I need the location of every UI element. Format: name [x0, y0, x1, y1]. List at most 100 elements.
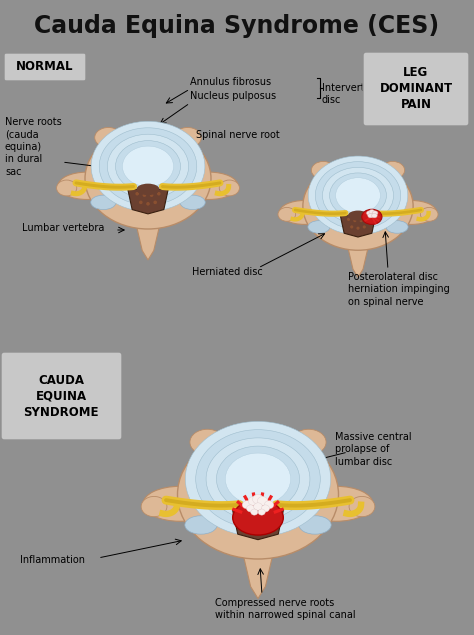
- Ellipse shape: [185, 422, 331, 537]
- Polygon shape: [128, 189, 168, 214]
- Ellipse shape: [279, 201, 329, 224]
- Ellipse shape: [137, 184, 160, 195]
- Text: Spinal nerve root: Spinal nerve root: [196, 130, 280, 140]
- Ellipse shape: [248, 497, 259, 505]
- Text: Inflammation: Inflammation: [20, 555, 85, 565]
- Ellipse shape: [257, 497, 268, 505]
- Circle shape: [360, 219, 363, 222]
- Ellipse shape: [174, 128, 201, 148]
- Ellipse shape: [337, 178, 379, 212]
- Ellipse shape: [91, 195, 116, 210]
- Ellipse shape: [362, 210, 382, 224]
- Text: Annulus fibrosus: Annulus fibrosus: [190, 77, 271, 87]
- Ellipse shape: [141, 497, 167, 517]
- Text: Intervertebral
disc: Intervertebral disc: [322, 83, 390, 105]
- Circle shape: [251, 514, 255, 518]
- Ellipse shape: [227, 454, 289, 504]
- Ellipse shape: [372, 213, 377, 218]
- Text: Compressed nerve roots
within narrowed spinal canal: Compressed nerve roots within narrowed s…: [215, 598, 356, 620]
- Ellipse shape: [122, 146, 173, 187]
- Circle shape: [136, 192, 139, 196]
- Ellipse shape: [140, 160, 156, 173]
- Polygon shape: [232, 509, 284, 540]
- Ellipse shape: [258, 509, 265, 515]
- Ellipse shape: [311, 161, 335, 179]
- Circle shape: [350, 225, 353, 229]
- Ellipse shape: [242, 501, 252, 509]
- Ellipse shape: [308, 156, 408, 235]
- Ellipse shape: [247, 471, 268, 487]
- Ellipse shape: [237, 462, 279, 495]
- Ellipse shape: [243, 501, 273, 516]
- Ellipse shape: [177, 430, 338, 559]
- Ellipse shape: [420, 208, 438, 221]
- Ellipse shape: [348, 211, 368, 220]
- Ellipse shape: [190, 429, 225, 455]
- Ellipse shape: [351, 190, 365, 201]
- Ellipse shape: [56, 180, 77, 196]
- Ellipse shape: [185, 516, 217, 534]
- Ellipse shape: [278, 208, 296, 221]
- Ellipse shape: [264, 501, 273, 509]
- Circle shape: [242, 512, 246, 516]
- Text: Massive central
prolapse of
lumbar disc: Massive central prolapse of lumbar disc: [335, 432, 411, 467]
- Ellipse shape: [233, 500, 283, 535]
- Text: Lumbar vertebra: Lumbar vertebra: [22, 223, 104, 233]
- Ellipse shape: [308, 220, 330, 233]
- Ellipse shape: [344, 184, 372, 206]
- Ellipse shape: [108, 134, 189, 199]
- Ellipse shape: [329, 173, 386, 218]
- Polygon shape: [344, 229, 372, 277]
- Ellipse shape: [180, 195, 205, 210]
- Ellipse shape: [386, 201, 437, 224]
- Ellipse shape: [336, 178, 381, 213]
- Text: CAUDA
EQUINA
SYNDROME: CAUDA EQUINA SYNDROME: [23, 373, 99, 418]
- Circle shape: [366, 218, 369, 221]
- FancyBboxPatch shape: [4, 53, 86, 81]
- Ellipse shape: [261, 505, 270, 512]
- Ellipse shape: [372, 211, 378, 215]
- Ellipse shape: [368, 213, 374, 218]
- Text: LEG
DOMINANT
PAIN: LEG DOMINANT PAIN: [380, 67, 453, 112]
- Ellipse shape: [300, 486, 373, 521]
- Ellipse shape: [85, 128, 211, 229]
- Circle shape: [246, 523, 251, 527]
- Ellipse shape: [181, 172, 238, 199]
- Ellipse shape: [381, 161, 405, 179]
- Circle shape: [146, 202, 150, 206]
- Ellipse shape: [322, 167, 393, 224]
- Circle shape: [353, 219, 356, 222]
- Ellipse shape: [299, 516, 331, 534]
- FancyBboxPatch shape: [363, 52, 469, 126]
- Ellipse shape: [196, 430, 320, 528]
- Ellipse shape: [386, 220, 408, 233]
- Circle shape: [363, 225, 366, 229]
- Text: Cauda Equina Syndrome (CES): Cauda Equina Syndrome (CES): [35, 14, 439, 38]
- Ellipse shape: [303, 162, 413, 250]
- Polygon shape: [132, 205, 164, 260]
- Ellipse shape: [143, 486, 217, 521]
- Ellipse shape: [58, 172, 116, 199]
- Ellipse shape: [369, 210, 374, 214]
- FancyBboxPatch shape: [1, 352, 122, 440]
- Ellipse shape: [366, 211, 372, 215]
- Circle shape: [347, 218, 350, 221]
- Ellipse shape: [253, 495, 264, 504]
- Ellipse shape: [291, 429, 326, 455]
- Circle shape: [265, 523, 270, 527]
- Ellipse shape: [132, 154, 164, 179]
- Polygon shape: [238, 529, 278, 599]
- Ellipse shape: [116, 140, 181, 192]
- Ellipse shape: [251, 509, 258, 515]
- Ellipse shape: [225, 453, 291, 505]
- Ellipse shape: [99, 128, 197, 205]
- Circle shape: [154, 201, 157, 204]
- Ellipse shape: [246, 505, 255, 512]
- Text: Nerve roots
(cauda
equina)
in dural
sac: Nerve roots (cauda equina) in dural sac: [5, 117, 62, 177]
- Ellipse shape: [206, 438, 310, 520]
- Ellipse shape: [254, 503, 263, 511]
- Text: Posterolateral disc
herniation impinging
on spinal nerve: Posterolateral disc herniation impinging…: [348, 272, 450, 307]
- Circle shape: [157, 192, 161, 196]
- Text: Herniated disc: Herniated disc: [192, 267, 263, 277]
- Circle shape: [356, 227, 360, 230]
